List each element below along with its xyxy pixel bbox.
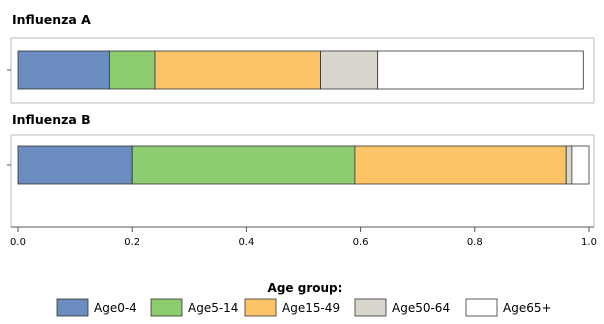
segments-influenza-a <box>17 50 584 90</box>
legend: Age group: Age0-4 Age5-14 Age15-49 Age50-64… <box>56 281 552 317</box>
bar-segment-influenza-b-age15-49 <box>354 145 567 185</box>
panel-title-influenza-a: Influenza A <box>12 12 91 27</box>
bar-segment-influenza-a-age0-4 <box>17 50 110 90</box>
bar-segment-influenza-a-age50-64 <box>320 50 379 90</box>
legend-label-age65: Age65+ <box>503 301 552 315</box>
x-tick-label: 1.0 <box>581 237 597 248</box>
bar-segment-influenza-a-age65 <box>377 50 584 90</box>
legend-swatch-age50-64 <box>354 298 387 317</box>
segments-influenza-b <box>17 145 590 185</box>
bar-segment-influenza-a-age5-14 <box>109 50 156 90</box>
bar-segment-influenza-a-age15-49 <box>154 50 322 90</box>
legend-label-age15-49: Age15-49 <box>282 301 340 315</box>
bar-segment-influenza-b-age5-14 <box>131 145 356 185</box>
legend-label-age0-4: Age0-4 <box>94 301 137 315</box>
legend-items: Age0-4 Age5-14 Age15-49 Age50-64 Age65+ <box>56 298 552 317</box>
x-tick-label: 0.0 <box>10 237 26 248</box>
legend-swatch-age65 <box>465 298 498 317</box>
legend-swatch-age5-14 <box>150 298 183 317</box>
x-tick-label: 0.6 <box>353 237 369 248</box>
x-ticks: 0.0 0.2 0.4 0.6 0.8 1.0 <box>10 227 597 248</box>
bar-segment-influenza-b-age65 <box>571 145 590 185</box>
legend-title: Age group: <box>268 281 343 295</box>
x-tick-label: 0.2 <box>124 237 140 248</box>
legend-label-age5-14: Age5-14 <box>188 301 238 315</box>
legend-swatch-age0-4 <box>56 298 89 317</box>
bar-segment-influenza-b-age50-64 <box>565 145 573 185</box>
legend-swatch-age15-49 <box>244 298 277 317</box>
panel-title-influenza-b: Influenza B <box>12 112 91 127</box>
x-tick-label: 0.8 <box>467 237 483 248</box>
legend-label-age50-64: Age50-64 <box>392 301 450 315</box>
x-axis: 0.0 0.2 0.4 0.6 0.8 1.0 <box>10 226 597 248</box>
bar-segment-influenza-b-age0-4 <box>17 145 133 185</box>
panel-influenza-b: Influenza B <box>7 102 595 227</box>
x-tick-label: 0.4 <box>238 237 254 248</box>
panel-influenza-a: Influenza A <box>7 12 595 103</box>
